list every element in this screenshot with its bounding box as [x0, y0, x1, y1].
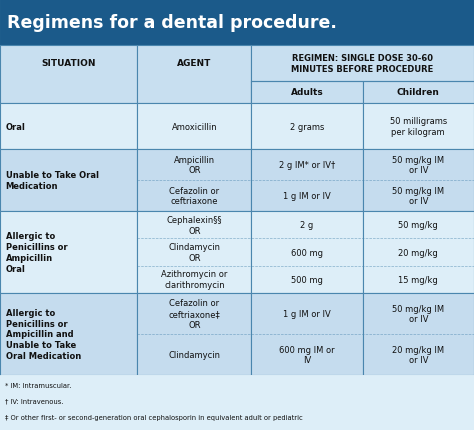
Bar — [137, 104, 251, 150]
Bar — [251, 82, 363, 104]
Bar — [0, 104, 137, 150]
Bar — [251, 212, 363, 293]
Text: Children: Children — [397, 88, 440, 97]
Bar — [363, 293, 474, 375]
Bar — [0, 375, 474, 430]
Text: 2 grams: 2 grams — [290, 122, 324, 131]
Bar — [251, 46, 474, 104]
Text: 50 milligrams
per kilogram: 50 milligrams per kilogram — [390, 117, 447, 137]
Text: Clindamycin: Clindamycin — [168, 350, 220, 359]
Text: 600 mg: 600 mg — [291, 248, 323, 257]
Bar — [137, 150, 251, 212]
Bar — [0, 0, 474, 46]
Bar — [251, 104, 363, 150]
Text: ‡ Or other first- or second-generation oral cephalosporin in equivalent adult or: ‡ Or other first- or second-generation o… — [5, 414, 302, 420]
Text: Cefazolin or
ceftriaxone‡
OR: Cefazolin or ceftriaxone‡ OR — [168, 298, 220, 329]
Text: 50 mg/kg: 50 mg/kg — [399, 221, 438, 230]
Text: Ampicillin
OR: Ampicillin OR — [174, 155, 215, 175]
Text: 20 mg/kg: 20 mg/kg — [399, 248, 438, 257]
Bar — [363, 82, 474, 104]
Text: 50 mg/kg IM
or IV: 50 mg/kg IM or IV — [392, 186, 444, 206]
Text: REGIMEN: SINGLE DOSE 30-60
MINUTES BEFORE PROCEDURE: REGIMEN: SINGLE DOSE 30-60 MINUTES BEFOR… — [292, 54, 434, 74]
Text: Allergic to
Penicillins or
Ampicillin
Oral: Allergic to Penicillins or Ampicillin Or… — [6, 232, 67, 273]
Text: Cefazolin or
ceftriaxone: Cefazolin or ceftriaxone — [169, 186, 219, 206]
Bar — [0, 150, 137, 212]
Text: 1 g IM or IV: 1 g IM or IV — [283, 309, 331, 318]
Text: 15 mg/kg: 15 mg/kg — [399, 275, 438, 284]
Bar — [137, 293, 251, 375]
Text: 50 mg/kg IM
or IV: 50 mg/kg IM or IV — [392, 304, 444, 324]
Bar — [0, 46, 137, 104]
Bar — [251, 150, 363, 212]
Text: * IM: Intramuscular.: * IM: Intramuscular. — [5, 382, 71, 388]
Text: SITUATION: SITUATION — [42, 59, 96, 68]
Text: 500 mg: 500 mg — [291, 275, 323, 284]
Text: 50 mg/kg IM
or IV: 50 mg/kg IM or IV — [392, 155, 444, 175]
Text: Azithromycin or
clarithromycin: Azithromycin or clarithromycin — [161, 270, 228, 289]
Text: 2 g IM* or IV†: 2 g IM* or IV† — [279, 161, 335, 169]
Text: 600 mg IM or
IV: 600 mg IM or IV — [279, 345, 335, 365]
Text: † IV: Intravenous.: † IV: Intravenous. — [5, 398, 63, 404]
Text: Cephalexin§§
OR: Cephalexin§§ OR — [166, 215, 222, 235]
Text: Adults: Adults — [291, 88, 323, 97]
Text: Regimens for a dental procedure.: Regimens for a dental procedure. — [7, 14, 337, 32]
Bar — [363, 104, 474, 150]
Bar — [137, 212, 251, 293]
Text: Oral: Oral — [6, 122, 26, 131]
Text: Clindamycin
OR: Clindamycin OR — [168, 243, 220, 262]
Bar — [137, 46, 251, 104]
Bar — [0, 212, 137, 293]
Text: 1 g IM or IV: 1 g IM or IV — [283, 191, 331, 200]
Text: Amoxicillin: Amoxicillin — [172, 122, 217, 131]
Bar — [251, 293, 363, 375]
Text: 20 mg/kg IM
or IV: 20 mg/kg IM or IV — [392, 345, 444, 365]
Bar — [363, 150, 474, 212]
Text: AGENT: AGENT — [177, 59, 211, 68]
Text: Unable to Take Oral
Medication: Unable to Take Oral Medication — [6, 171, 99, 190]
Bar — [363, 212, 474, 293]
Bar — [0, 293, 137, 375]
Text: 2 g: 2 g — [301, 221, 313, 230]
Text: Allergic to
Penicillins or
Ampicillin and
Unable to Take
Oral Medication: Allergic to Penicillins or Ampicillin an… — [6, 308, 81, 360]
